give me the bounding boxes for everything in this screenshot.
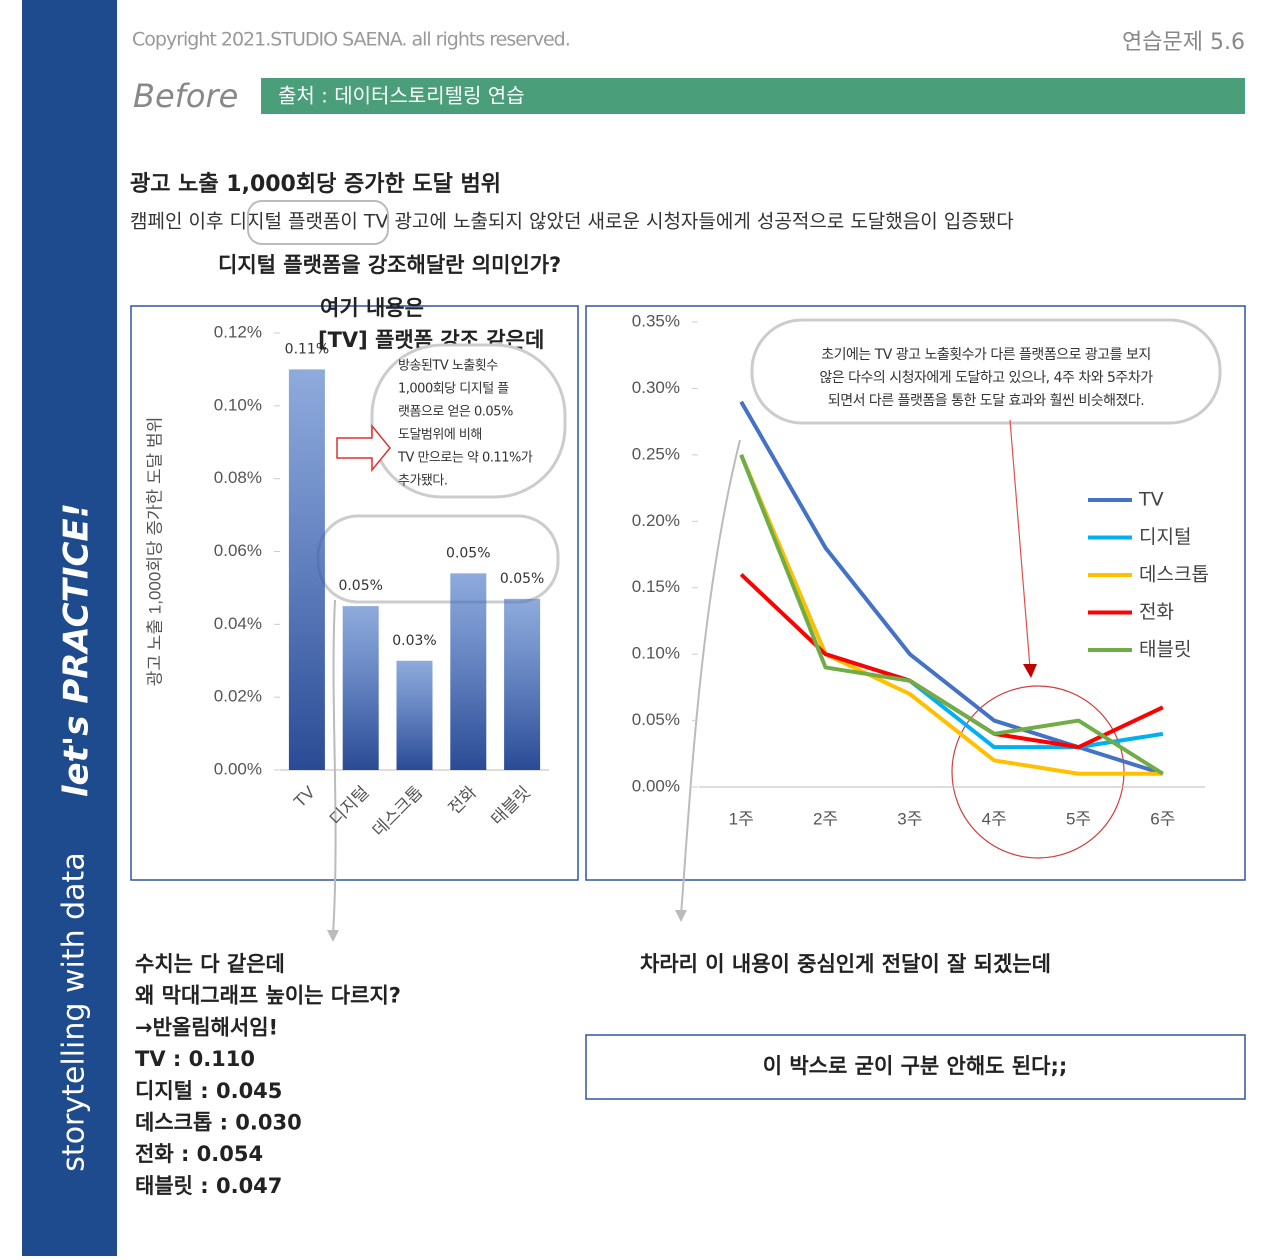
chart-frame: [130, 305, 579, 881]
y-tick-label: 0.02%: [214, 687, 262, 706]
value-label: 0.05%: [446, 545, 490, 561]
value-label: 0.05%: [500, 571, 544, 587]
arrowhead: [675, 910, 687, 922]
note: 디지털 : 0.045: [135, 1079, 282, 1103]
y-tick-label: 0.05%: [632, 710, 680, 729]
bar: [450, 573, 487, 770]
title: 광고 노출 1,000회당 증가한 도달 범위: [130, 172, 501, 197]
note: 데스크톱 : 0.030: [135, 1111, 302, 1135]
legend-label: TV: [1138, 489, 1164, 511]
subtitle: 캠페인 이후 디지털 플랫폼이 TV 광고에 노출되지 않았던 새로운 시청자들…: [130, 211, 1014, 233]
value-label: 0.05%: [338, 578, 382, 594]
arrow: [336, 423, 391, 473]
bar: [288, 369, 325, 770]
note: 수치는 다 같은데: [135, 952, 285, 976]
note: 왜 막대그래프 높이는 다르지?: [135, 984, 401, 1008]
callout-text: 추가됐다.: [398, 474, 447, 489]
line: [739, 454, 1163, 776]
legend-label: 태블릿: [1139, 639, 1191, 661]
y-tick-label: 0.35%: [632, 311, 680, 330]
arrow: [1009, 419, 1031, 669]
note: 이 박스로 굳이 구분 안해도 된다;;: [763, 1054, 1068, 1078]
x-tick-label: 1주: [729, 809, 754, 828]
y-tick-label: 0.20%: [632, 511, 680, 530]
y-axis-label: 광고 노출 1,000회당 증가한 도달 범위: [145, 417, 164, 686]
legend-label: 전화: [1139, 601, 1174, 623]
note: 전화 : 0.054: [135, 1142, 263, 1166]
note-box: [585, 1034, 1246, 1100]
legend-label: 데스크톱: [1139, 564, 1209, 586]
note: 디지털 플랫폼을 강조해달란 의미인가?: [218, 253, 561, 277]
y-tick-label: 0.30%: [632, 378, 680, 397]
x-tick-label: 2주: [813, 809, 838, 828]
y-tick-label: 0.12%: [214, 322, 262, 341]
callout-text: 되면서 다른 플랫폼을 통한 도달 효과와 훨씬 비슷해졌다.: [828, 393, 1144, 409]
line: [739, 400, 1164, 776]
bar: [504, 598, 541, 770]
callout-bubble: [370, 343, 567, 499]
y-tick-label: 0.10%: [632, 644, 680, 663]
y-tick-label: 0.08%: [214, 468, 262, 487]
x-tick-label: 6주: [1150, 809, 1175, 828]
x-tick-label: 태블릿: [487, 783, 534, 830]
x-tick-label: TV: [290, 782, 319, 811]
chart-frame: [585, 305, 1246, 881]
y-tick-label: 0.25%: [632, 444, 680, 463]
y-tick-label: 0.06%: [214, 541, 262, 560]
copyright: Copyright 2021.STUDIO SAENA. all rights …: [132, 29, 570, 51]
bar: [342, 606, 379, 770]
highlight-ring: [247, 200, 389, 245]
x-tick-label: 디지털: [326, 783, 373, 830]
sidebar-series: storytelling with data: [57, 852, 92, 1171]
x-tick-label: 전화: [445, 782, 481, 818]
bar: [396, 660, 433, 770]
y-tick-label: 0.04%: [214, 614, 262, 633]
callout-text: 방송된TV 노출횟수: [398, 359, 498, 374]
callout-text: 1,000회당 디지털 플: [398, 382, 509, 397]
y-tick-label: 0.10%: [214, 395, 262, 414]
value-label: 0.11%: [285, 341, 329, 357]
source: 출처 : 데이터스토리텔링 연습: [278, 84, 525, 108]
callout-text: 도달범위에 비해: [398, 428, 482, 443]
callout-text: 랫폼으로 얻은 0.05%: [398, 405, 513, 420]
x-tick-label: 4주: [982, 809, 1007, 828]
x-tick-label: 5주: [1066, 809, 1091, 828]
exercise: 연습문제 5.6: [1122, 30, 1245, 55]
note: TV : 0.110: [135, 1047, 255, 1071]
note: 여기 내용은: [320, 296, 424, 320]
callout-text: 초기에는 TV 광고 노출횟수가 다른 플랫폼으로 광고를 보지: [821, 347, 1151, 363]
arrowhead: [1023, 664, 1037, 678]
x-tick-label: 3주: [897, 809, 922, 828]
callout-bubble: [750, 318, 1222, 425]
callout-text: TV 만으로는 약 0.11%가: [397, 451, 533, 466]
x-tick-label: 데스크톱: [369, 783, 427, 841]
callout-text: 않은 다수의 시청자에게 도달하고 있으나, 4주 차와 5주차가: [819, 370, 1153, 386]
y-tick-label: 0.00%: [214, 759, 262, 778]
note: 태블릿 : 0.047: [135, 1174, 282, 1198]
sidebar: [22, 0, 117, 1256]
arrowhead: [327, 930, 339, 942]
value-label: 0.03%: [392, 633, 436, 649]
sidebar-practice: let's PRACTICE!: [57, 503, 97, 797]
before: Before: [133, 77, 238, 115]
legend-label: 디지털: [1139, 526, 1191, 548]
y-tick-label: 0.15%: [632, 577, 680, 596]
arrow: [680, 439, 741, 916]
note: 차라리 이 내용이 중심인게 전달이 잘 되겠는데: [640, 952, 1051, 976]
source-bar: [261, 78, 1245, 114]
line: [739, 454, 1164, 776]
y-tick-label: 0.00%: [632, 776, 680, 795]
note: →반올림해서임!: [135, 1015, 278, 1039]
arrow: [332, 599, 337, 936]
